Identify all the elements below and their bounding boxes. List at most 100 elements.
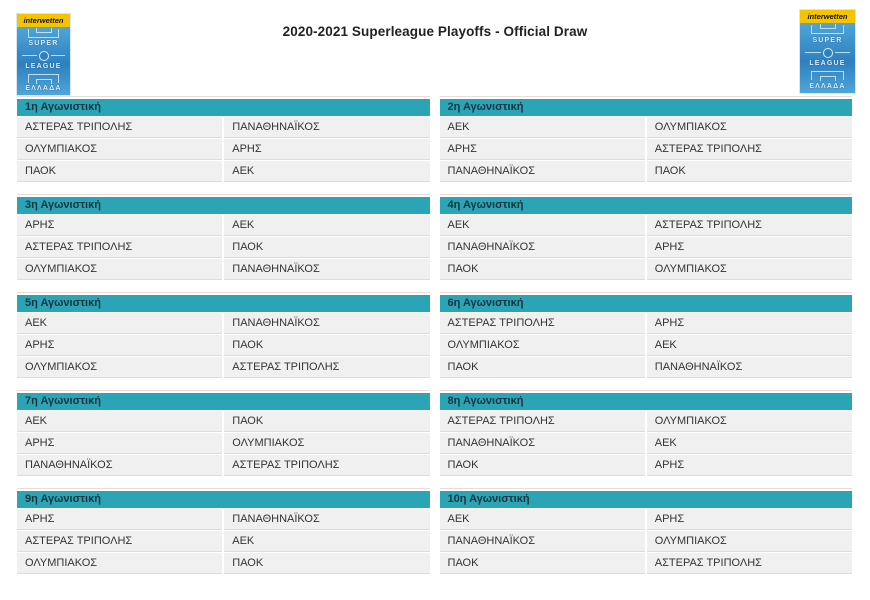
home-team-cell: ΑΡΗΣ — [17, 335, 223, 356]
logo-word-league: LEAGUE — [809, 60, 846, 68]
home-team-cell: ΑΕΚ — [17, 313, 223, 334]
home-team-cell: ΟΛΥΜΠΙΑΚΟΣ — [17, 139, 223, 160]
logo-word-league: LEAGUE — [25, 63, 62, 71]
match-row: ΠΑΟΚ ΟΛΥΜΠΙΑΚΟΣ — [439, 259, 852, 280]
home-team-cell: ΑΡΗΣ — [17, 509, 223, 530]
match-row: ΠΑΝΑΘΗΝΑΪΚΟΣ ΑΣΤΕΡΑΣ ΤΡΙΠΟΛΗΣ — [17, 455, 430, 476]
home-team-cell: ΠΑΝΑΘΗΝΑΪΚΟΣ — [439, 161, 645, 182]
match-row: ΑΕΚ ΑΣΤΕΡΑΣ ΤΡΙΠΟΛΗΣ — [439, 215, 852, 236]
matchday-header: 5η Αγωνιστική — [17, 295, 430, 312]
home-team-cell: ΑΕΚ — [439, 117, 645, 138]
matchday-table: 7η Αγωνιστική ΑΕΚ ΠΑΟΚ ΑΡΗΣ ΟΛΥΜΠΙΑΚΟΣ ΠΑΝΑΘΗ… — [17, 390, 430, 476]
match-row: ΟΛΥΜΠΙΑΚΟΣ ΠΑΟΚ — [17, 553, 430, 574]
interwetten-sponsor-label: interwetten — [800, 10, 855, 23]
match-row: ΑΡΗΣ ΠΑΟΚ — [17, 335, 430, 356]
away-team-cell: ΑΡΗΣ — [646, 509, 852, 530]
home-team-cell: ΑΡΗΣ — [17, 215, 223, 236]
match-row: ΑΡΗΣ ΑΣΤΕΡΑΣ ΤΡΙΠΟΛΗΣ — [439, 139, 852, 160]
away-team-cell: ΟΛΥΜΠΙΑΚΟΣ — [646, 411, 852, 432]
home-team-cell: ΑΣΤΕΡΑΣ ΤΡΙΠΟΛΗΣ — [439, 411, 645, 432]
matchday-table: 3η Αγωνιστική ΑΡΗΣ ΑΕΚ ΑΣΤΕΡΑΣ ΤΡΙΠΟΛΗΣ ΠΑΟΚ… — [17, 194, 430, 280]
away-team-cell: ΠΑΝΑΘΗΝΑΪΚΟΣ — [224, 313, 430, 334]
away-team-cell: ΠΑΟΚ — [224, 411, 430, 432]
pitch-graphic-icon — [811, 25, 844, 34]
home-team-cell: ΠΑΟΚ — [439, 357, 645, 378]
matchday-header: 1η Αγωνιστική — [17, 99, 430, 116]
match-row: ΑΕΚ ΠΑΟΚ — [17, 411, 430, 432]
superleague-logo-right: interwetten SUPER LEAGUE ΕΛΛΑΔΑ — [800, 10, 855, 93]
home-team-cell: ΟΛΥΜΠΙΑΚΟΣ — [17, 259, 223, 280]
match-row: ΟΛΥΜΠΙΑΚΟΣ ΑΕΚ — [439, 335, 852, 356]
home-team-cell: ΠΑΝΑΘΗΝΑΪΚΟΣ — [439, 531, 645, 552]
matchday-table: 2η Αγωνιστική ΑΕΚ ΟΛΥΜΠΙΑΚΟΣ ΑΡΗΣ ΑΣΤΕΡΑΣ ΤΡ… — [439, 96, 852, 182]
away-team-cell: ΟΛΥΜΠΙΑΚΟΣ — [646, 259, 852, 280]
home-team-cell: ΠΑΝΑΘΗΝΑΪΚΟΣ — [439, 433, 645, 454]
match-row: ΠΑΟΚ ΑΡΗΣ — [439, 455, 852, 476]
away-team-cell: ΠΑΝΑΘΗΝΑΪΚΟΣ — [224, 117, 430, 138]
away-team-cell: ΟΛΥΜΠΙΑΚΟΣ — [646, 117, 852, 138]
pitch-graphic-icon — [28, 73, 59, 83]
home-team-cell: ΑΣΤΕΡΑΣ ΤΡΙΠΟΛΗΣ — [439, 313, 645, 334]
logo-word-super: SUPER — [28, 40, 59, 48]
matchday-header: 10η Αγωνιστική — [439, 491, 852, 508]
home-team-cell: ΠΑΟΚ — [439, 553, 645, 574]
away-team-cell: ΑΡΗΣ — [646, 313, 852, 334]
match-row: ΠΑΝΑΘΗΝΑΪΚΟΣ ΠΑΟΚ — [439, 161, 852, 182]
matchday-table: 5η Αγωνιστική ΑΕΚ ΠΑΝΑΘΗΝΑΪΚΟΣ ΑΡΗΣ ΠΑΟΚ ΟΛΥΜ… — [17, 292, 430, 378]
match-row: ΠΑΟΚ ΑΣΤΕΡΑΣ ΤΡΙΠΟΛΗΣ — [439, 553, 852, 574]
home-team-cell: ΑΣΤΕΡΑΣ ΤΡΙΠΟΛΗΣ — [17, 237, 223, 258]
matchday-header: 4η Αγωνιστική — [439, 197, 852, 214]
home-team-cell: ΑΕΚ — [439, 509, 645, 530]
match-row: ΟΛΥΜΠΙΑΚΟΣ ΠΑΝΑΘΗΝΑΪΚΟΣ — [17, 259, 430, 280]
pitch-graphic-icon — [28, 29, 59, 38]
pitch-graphic-icon — [811, 71, 844, 81]
match-row: ΑΣΤΕΡΑΣ ΤΡΙΠΟΛΗΣ ΟΛΥΜΠΙΑΚΟΣ — [439, 411, 852, 432]
away-team-cell: ΠΑΝΑΘΗΝΑΪΚΟΣ — [646, 357, 852, 378]
match-row: ΑΡΗΣ ΟΛΥΜΠΙΑΚΟΣ — [17, 433, 430, 454]
away-team-cell: ΑΕΚ — [224, 531, 430, 552]
ball-icon — [822, 47, 833, 58]
home-team-cell: ΠΑΟΚ — [439, 259, 645, 280]
interwetten-sponsor-label: interwetten — [17, 14, 70, 27]
match-row: ΑΡΗΣ ΑΕΚ — [17, 215, 430, 236]
match-row: ΑΡΗΣ ΠΑΝΑΘΗΝΑΪΚΟΣ — [17, 509, 430, 530]
match-row: ΑΕΚ ΠΑΝΑΘΗΝΑΪΚΟΣ — [17, 313, 430, 334]
matchday-header: 6η Αγωνιστική — [439, 295, 852, 312]
match-row: ΑΣΤΕΡΑΣ ΤΡΙΠΟΛΗΣ ΠΑΟΚ — [17, 237, 430, 258]
away-team-cell: ΠΑΟΚ — [646, 161, 852, 182]
logo-word-super: SUPER — [812, 36, 843, 44]
matchday-header: 2η Αγωνιστική — [439, 99, 852, 116]
matchday-header: 3η Αγωνιστική — [17, 197, 430, 214]
ball-icon — [38, 50, 49, 61]
away-team-cell: ΠΑΟΚ — [224, 553, 430, 574]
away-team-cell: ΑΡΗΣ — [646, 237, 852, 258]
page-title: 2020-2021 Superleague Playoffs - Officia… — [282, 24, 588, 40]
away-team-cell: ΑΡΗΣ — [646, 455, 852, 476]
home-team-cell: ΠΑΝΑΘΗΝΑΪΚΟΣ — [17, 455, 223, 476]
matchday-header: 7η Αγωνιστική — [17, 393, 430, 410]
match-row: ΠΑΝΑΘΗΝΑΪΚΟΣ ΑΕΚ — [439, 433, 852, 454]
match-row: ΠΑΝΑΘΗΝΑΪΚΟΣ ΟΛΥΜΠΙΑΚΟΣ — [439, 531, 852, 552]
logo-word-ellada: ΕΛΛΑΔΑ — [809, 82, 846, 90]
home-team-cell: ΟΛΥΜΠΙΑΚΟΣ — [17, 357, 223, 378]
away-team-cell: ΑΣΤΕΡΑΣ ΤΡΙΠΟΛΗΣ — [224, 357, 430, 378]
match-row: ΠΑΟΚ ΠΑΝΑΘΗΝΑΪΚΟΣ — [439, 357, 852, 378]
away-team-cell: ΑΣΤΕΡΑΣ ΤΡΙΠΟΛΗΣ — [646, 139, 852, 160]
away-team-cell: ΑΕΚ — [646, 433, 852, 454]
home-team-cell: ΑΡΗΣ — [439, 139, 645, 160]
matchday-table: 9η Αγωνιστική ΑΡΗΣ ΠΑΝΑΘΗΝΑΪΚΟΣ ΑΣΤΕΡΑΣ ΤΡΙ… — [17, 488, 430, 574]
match-row: ΑΕΚ ΟΛΥΜΠΙΑΚΟΣ — [439, 117, 852, 138]
away-team-cell: ΠΑΟΚ — [224, 335, 430, 356]
superleague-emblem: SUPER LEAGUE ΕΛΛΑΔΑ — [800, 23, 855, 93]
away-team-cell: ΟΛΥΜΠΙΑΚΟΣ — [646, 531, 852, 552]
away-team-cell: ΠΑΟΚ — [224, 237, 430, 258]
home-team-cell: ΟΛΥΜΠΙΑΚΟΣ — [439, 335, 645, 356]
away-team-cell: ΑΕΚ — [646, 335, 852, 356]
football-icon — [22, 50, 65, 61]
away-team-cell: ΟΛΥΜΠΙΑΚΟΣ — [224, 433, 430, 454]
matchday-table: 10η Αγωνιστική ΑΕΚ ΑΡΗΣ ΠΑΝΑΘΗΝΑΪΚΟΣ ΟΛΥΜΠΙΑ… — [439, 488, 852, 574]
away-team-cell: ΑΕΚ — [224, 161, 430, 182]
home-team-cell: ΠΑΟΚ — [17, 161, 223, 182]
match-row: ΑΣΤΕΡΑΣ ΤΡΙΠΟΛΗΣ ΠΑΝΑΘΗΝΑΪΚΟΣ — [17, 117, 430, 138]
